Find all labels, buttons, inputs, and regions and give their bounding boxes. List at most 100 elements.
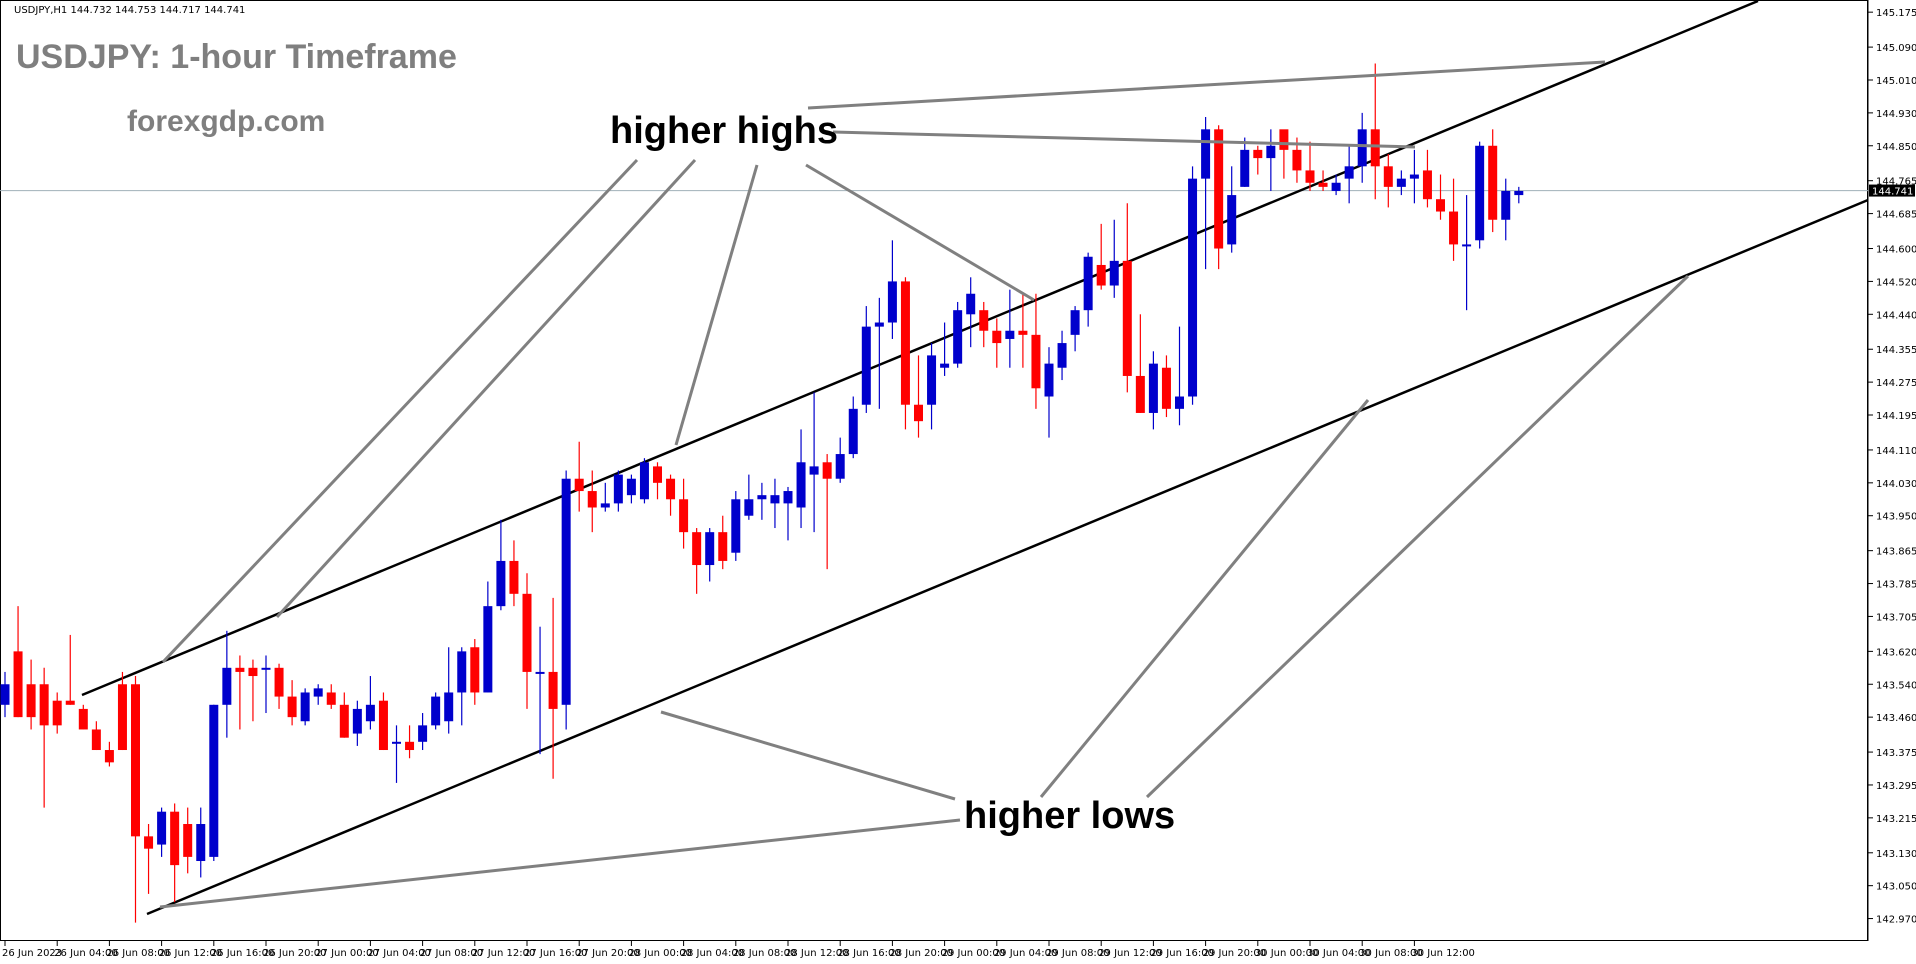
candle: [900, 277, 910, 430]
candle-body: [418, 725, 428, 742]
candle: [1044, 347, 1054, 438]
candle-body: [509, 560, 519, 594]
candle: [1070, 306, 1080, 352]
candle: [653, 462, 662, 500]
candle: [848, 396, 858, 459]
candle: [470, 639, 480, 705]
candle-body: [405, 741, 415, 751]
candle-body: [392, 741, 401, 744]
x-tick-label: 26 Jun 04:00: [54, 948, 118, 959]
candle: [692, 528, 702, 594]
candle: [0, 671, 10, 718]
x-tick-label: 29 Jun 16:00: [1150, 948, 1214, 959]
candle: [326, 684, 336, 709]
pointer-line: [805, 163, 1035, 302]
candle-body: [1083, 256, 1093, 311]
candle-body: [613, 474, 623, 504]
candle-body: [287, 696, 297, 718]
y-tick-label: 143.705: [1876, 612, 1916, 623]
upper-channel-line: [81, 0, 1759, 697]
candle: [1240, 137, 1250, 187]
candle: [1501, 178, 1511, 241]
y-tick-label: 145.010: [1876, 76, 1916, 87]
candle-body: [1331, 182, 1341, 191]
candle: [183, 807, 193, 874]
candle: [1331, 174, 1341, 196]
x-tick-label: 30 Jun 08:00: [1359, 948, 1423, 959]
candle-body: [1070, 310, 1080, 335]
candle: [300, 688, 310, 726]
x-tick-label: 27 Jun 00:00: [315, 948, 379, 959]
candle: [1109, 219, 1119, 298]
candle: [535, 626, 545, 755]
candle-body: [300, 692, 310, 722]
y-tick-label: 144.110: [1876, 446, 1916, 457]
y-tick-label: 144.600: [1876, 245, 1916, 256]
candle: [509, 540, 519, 607]
candle-body: [378, 700, 388, 751]
candle: [1188, 166, 1198, 405]
candle: [13, 606, 23, 718]
candle-body: [1201, 129, 1211, 179]
candle-body: [927, 355, 937, 405]
y-tick-label: 144.930: [1876, 109, 1916, 120]
y-tick-label: 144.355: [1876, 345, 1916, 356]
pointer-line: [807, 60, 1606, 110]
x-tick-label: 27 Jun 08:00: [420, 948, 484, 959]
candle-body: [600, 503, 610, 508]
candle: [1475, 141, 1485, 249]
candle: [639, 458, 649, 504]
candle-body: [235, 667, 245, 672]
y-tick-label: 143.540: [1876, 680, 1916, 691]
y-tick-label: 142.970: [1876, 915, 1916, 926]
x-tick-label: 28 Jun 12:00: [785, 948, 849, 959]
candle: [26, 659, 36, 730]
candle-body: [431, 696, 441, 726]
candle: [131, 676, 140, 923]
candle: [1266, 129, 1276, 191]
candle-body: [183, 824, 193, 857]
candle: [39, 667, 49, 808]
candle-body: [1409, 174, 1419, 179]
candle: [222, 630, 232, 738]
candle: [809, 392, 819, 533]
candle-body: [822, 462, 832, 479]
candle: [731, 491, 741, 561]
candle: [979, 301, 989, 348]
price-axis: 145.175 145.090 145.010 144.930 144.850 144.7…: [1868, 8, 1916, 926]
candle-body: [587, 491, 597, 508]
candle-body: [783, 491, 793, 504]
candle-body: [874, 322, 884, 327]
candle: [1227, 166, 1237, 253]
candle: [405, 725, 415, 759]
x-tick-label: 27 Jun 04:00: [367, 948, 431, 959]
candle-body: [1514, 190, 1524, 196]
candle: [1253, 145, 1263, 175]
candle-body: [470, 647, 480, 693]
candle-body: [483, 606, 493, 693]
candle-body: [1135, 375, 1145, 413]
pointer-line: [832, 130, 1416, 149]
candle: [1018, 293, 1028, 368]
candle: [796, 429, 806, 529]
candle-body: [744, 499, 754, 516]
candle-body: [222, 667, 232, 705]
candle-body: [496, 560, 506, 607]
candle: [209, 704, 219, 862]
candle: [1083, 252, 1093, 327]
candle-body: [1462, 244, 1472, 247]
candle-body: [1044, 363, 1054, 397]
y-tick-label: 145.175: [1876, 8, 1916, 19]
y-tick-label: 145.090: [1876, 43, 1916, 54]
candle: [574, 441, 584, 512]
candle-body: [339, 704, 349, 738]
candle-body: [966, 293, 976, 315]
y-tick-label: 143.950: [1876, 512, 1916, 523]
candle-body: [248, 667, 258, 677]
candle: [1135, 314, 1145, 413]
candle-body: [770, 495, 780, 504]
candle: [365, 676, 375, 730]
candle-body: [522, 593, 532, 672]
candle-body: [887, 281, 897, 323]
candle: [822, 454, 832, 570]
